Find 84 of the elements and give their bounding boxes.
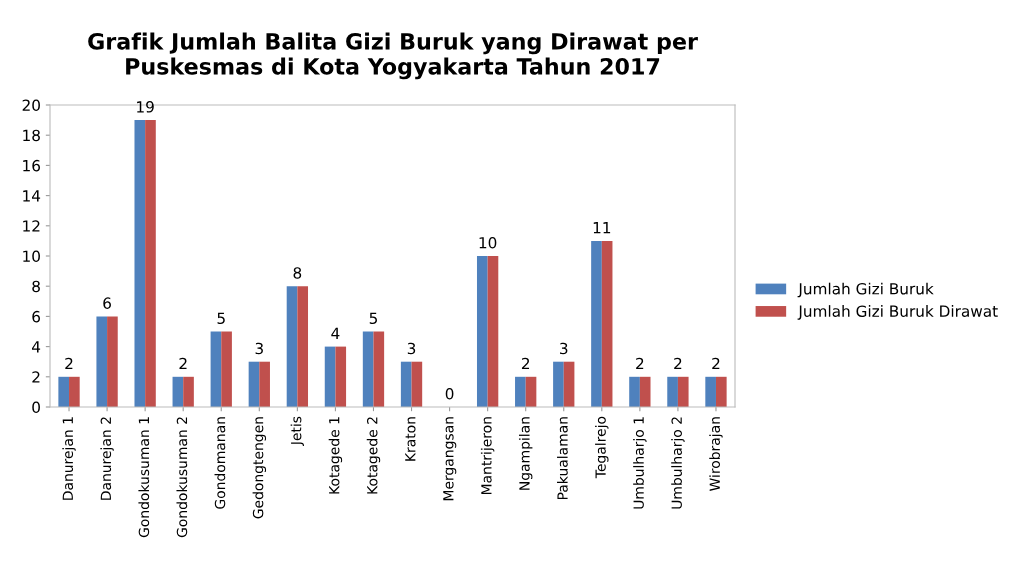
y-tick-label: 0 xyxy=(32,401,40,414)
bar xyxy=(639,376,651,407)
x-tick-label: Wirobrajan xyxy=(709,417,723,491)
data-label: 2 xyxy=(674,357,682,370)
y-tick-label: 20 xyxy=(22,99,40,112)
data-label: 3 xyxy=(255,342,263,355)
chart-title: Grafik Jumlah Balita Gizi Buruk yang Dirawat per Puskesmas di Kota Yogyakarta Tahun 2017 xyxy=(88,32,698,80)
y-tick-label: 14 xyxy=(23,190,41,202)
bar xyxy=(297,286,309,407)
y-tick-label: 2 xyxy=(32,371,40,383)
data-label: 5 xyxy=(217,312,225,325)
y-tick-label: 16 xyxy=(23,159,41,172)
x-tick-label: Umbulharjo 1 xyxy=(633,417,647,509)
x-tick-label: Danurejan 1 xyxy=(62,417,76,500)
data-label: 19 xyxy=(137,101,154,113)
y-tick-label: 4 xyxy=(32,341,41,353)
x-tick-label: Umbulharjo 2 xyxy=(671,417,685,509)
bar xyxy=(476,256,488,407)
data-label: 11 xyxy=(593,222,611,234)
x-tick-label: Ngampilan xyxy=(518,417,533,490)
bar xyxy=(145,120,156,407)
bar xyxy=(553,361,564,407)
bar xyxy=(515,376,526,407)
bar xyxy=(705,376,716,407)
x-tick-label: Kotagede 2 xyxy=(366,417,381,494)
data-label: 6 xyxy=(103,297,111,309)
y-tick-label: 18 xyxy=(23,129,40,142)
data-label: 2 xyxy=(179,357,187,370)
data-label: 10 xyxy=(479,236,497,249)
bar xyxy=(677,376,689,407)
data-label: 5 xyxy=(369,312,377,325)
bar xyxy=(96,316,108,407)
bar xyxy=(373,331,385,407)
bar xyxy=(715,376,727,407)
bar xyxy=(324,346,336,407)
x-tick-label: Mantrijeron xyxy=(480,417,495,495)
x-tick-label: Pakualaman xyxy=(557,417,568,500)
bar xyxy=(107,316,118,407)
bar xyxy=(335,346,347,407)
x-tick-label: Gondomanan xyxy=(214,417,226,509)
x-tick-label: Danurejan 2 xyxy=(100,417,114,500)
y-tick-label: 12 xyxy=(23,220,40,232)
bar xyxy=(172,376,184,407)
legend-label: Jumlah Gizi Buruk xyxy=(797,282,934,298)
bar xyxy=(629,376,640,407)
data-label: 3 xyxy=(560,342,568,355)
x-tick-label: Gondokusuman 1 xyxy=(138,417,150,538)
data-label: 2 xyxy=(636,357,644,370)
bar xyxy=(259,361,270,407)
bar xyxy=(601,240,613,407)
bar xyxy=(362,331,374,407)
data-label: 0 xyxy=(445,387,454,400)
x-tick-label: Jetis xyxy=(290,416,304,446)
x-tick-label: Kotagede 1 xyxy=(328,417,343,494)
legend-label: Jumlah Gizi Buruk Dirawat xyxy=(797,305,998,320)
bar xyxy=(183,376,194,407)
x-tick-label: Tegalrejo xyxy=(595,416,609,479)
y-tick-label: 8 xyxy=(32,280,40,293)
bar xyxy=(221,331,232,407)
y-tick-label: 6 xyxy=(32,310,41,323)
data-label: 2 xyxy=(65,357,73,370)
data-label: 2 xyxy=(521,357,530,370)
data-label: 4 xyxy=(331,327,340,339)
bar xyxy=(286,286,298,407)
bar xyxy=(248,361,260,407)
x-tick-label: Gondokusuman 2 xyxy=(176,417,188,538)
x-tick-label: Gedongtengen xyxy=(252,417,267,519)
bar xyxy=(411,361,423,407)
data-label: 3 xyxy=(407,342,416,355)
bar xyxy=(667,376,678,407)
bar xyxy=(210,331,222,407)
bar xyxy=(69,376,80,407)
x-tick-label: Mergangsan xyxy=(443,417,457,501)
bar xyxy=(58,376,70,407)
bar xyxy=(591,240,602,407)
data-label: 2 xyxy=(712,357,720,370)
bar xyxy=(134,120,146,407)
y-tick-label: 10 xyxy=(23,250,40,263)
bar xyxy=(487,256,499,407)
x-tick-label: Kraton xyxy=(405,417,416,461)
bar xyxy=(400,361,412,407)
bar xyxy=(525,376,537,407)
data-label: 8 xyxy=(293,267,302,279)
bar xyxy=(563,361,575,407)
